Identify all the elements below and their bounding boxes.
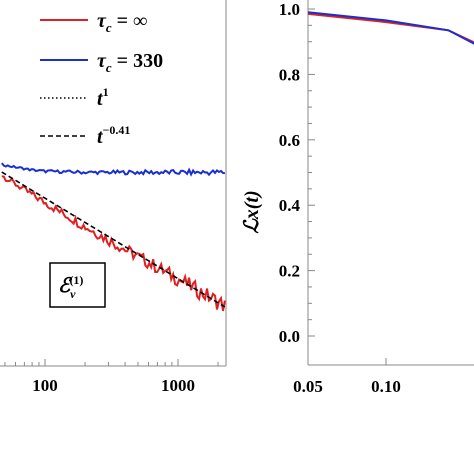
series-line-0 [1, 175, 226, 312]
right-y-tick-label: 0.0 [279, 327, 300, 346]
left-x-tick-label: 1000 [161, 376, 195, 395]
right-y-tick-label: 0.8 [279, 65, 300, 84]
right-series-line-1 [307, 11, 474, 45]
legend-label-3: t−0.41 [97, 123, 130, 148]
right-x-tick-label: 0.05 [293, 377, 323, 396]
right-y-tick-label: 1.0 [279, 0, 300, 19]
legend-label-1: τc = 330 [97, 50, 163, 75]
right-y-axis-label: ℒx(t) [241, 190, 263, 233]
series-line-3 [1, 171, 226, 308]
legend-label-0: τc = ∞ [97, 10, 147, 35]
right-y-tick-label: 0.4 [279, 196, 301, 215]
panel-label: ℰν(1) [58, 273, 83, 301]
right-x-tick-label: 0.10 [371, 377, 401, 396]
left-x-tick-label: 100 [32, 376, 58, 395]
right-y-tick-label: 0.6 [279, 131, 300, 150]
legend-label-2: t1 [97, 85, 109, 110]
left-panel: 100 1000 τc = ∞ τc = 330 t1 t−0.41 ℰν(1) [0, 0, 227, 395]
right-panel: 0.0 0.2 0.4 0.6 0.8 1.0 0.05 0.10 ℒx(t) [241, 0, 474, 396]
panel-label-box [49, 262, 106, 308]
series-line-1 [1, 162, 226, 177]
right-y-tick-label: 0.2 [279, 262, 300, 281]
